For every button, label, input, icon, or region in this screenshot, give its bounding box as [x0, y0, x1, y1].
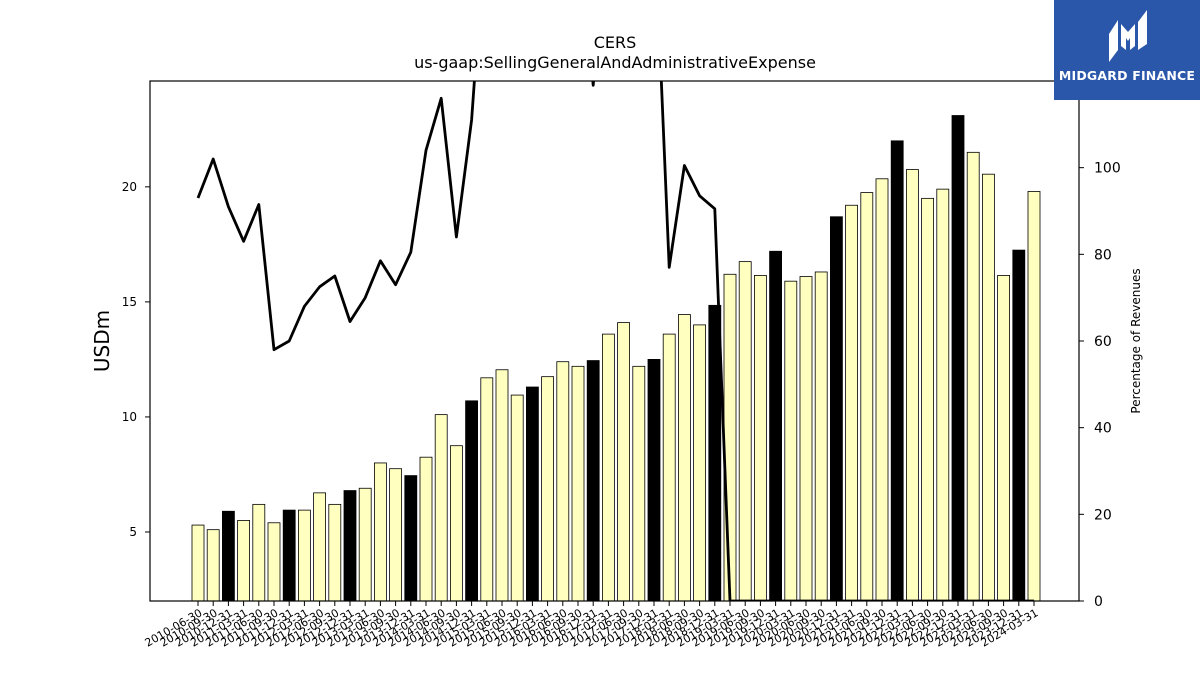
bar-2011-06-30	[252, 503, 266, 601]
bar-2020-06-30	[799, 276, 813, 601]
bar-2023-09-30	[997, 275, 1010, 601]
bar-2012-09-30	[328, 503, 342, 601]
bar-2011-03-31	[237, 520, 251, 601]
bar-2016-03-31	[541, 376, 554, 601]
y-tick-label: 5	[129, 525, 137, 539]
bar-2013-12-31	[404, 475, 418, 601]
midgard-logo-icon	[1109, 10, 1147, 62]
y2-tick-label: 40	[1094, 421, 1112, 437]
y-tick-label: 15	[122, 295, 137, 309]
bar-2015-03-31	[480, 377, 494, 601]
bar-2019-06-30	[738, 261, 752, 601]
y2-tick-label: 60	[1094, 334, 1112, 350]
bar-2019-09-30	[754, 275, 767, 601]
percentage-line-series	[196, 81, 1034, 601]
y2-tick-label: 80	[1094, 247, 1112, 263]
bar-2018-12-31	[708, 304, 722, 601]
bar-2020-12-31	[830, 216, 843, 601]
brand-logo: MIDGARD FINANCE	[1054, 0, 1200, 100]
bar-2013-09-30	[389, 468, 403, 601]
bar-2015-06-30	[495, 369, 509, 601]
bar-2020-03-31	[784, 280, 798, 601]
y-axis-label: USDm	[90, 310, 114, 372]
bar-2017-12-31	[647, 359, 661, 601]
bar-2021-06-30	[860, 192, 874, 601]
bar-2014-12-31	[465, 400, 479, 601]
y-axis-right: 0 20 40 60 80 100	[1079, 161, 1121, 610]
bar-2019-03-31	[723, 273, 737, 601]
y2-tick-label: 20	[1094, 507, 1112, 523]
y2-axis-label: Percentage of Revenues	[1129, 268, 1143, 413]
bar-2014-09-30	[449, 445, 463, 601]
bar-2020-09-30	[814, 271, 828, 601]
y2-tick-label: 100	[1094, 161, 1121, 177]
bar-2023-03-31	[966, 151, 980, 601]
bar-2017-03-31	[602, 333, 615, 601]
bar-2022-09-30	[936, 188, 950, 601]
bar-2012-06-30	[313, 492, 327, 601]
bar-2010-12-31	[221, 510, 235, 601]
bar-2021-03-31	[845, 204, 858, 601]
bar-2022-12-31	[951, 115, 965, 601]
bar-2018-06-30	[678, 314, 691, 601]
bar-2021-09-30	[875, 178, 889, 601]
bar-2012-03-31	[297, 509, 311, 601]
brand-name: MIDGARD FINANCE	[1058, 68, 1196, 83]
bar-2015-09-30	[510, 394, 524, 601]
x-axis: 2010-06-302010-09-302010-12-312011-03-31…	[143, 601, 1041, 650]
chart-title: CERS	[594, 33, 637, 52]
y-axis-left: 5 10 15 20	[122, 180, 150, 539]
bar-2013-03-31	[358, 487, 372, 601]
bar-2016-09-30	[571, 365, 585, 601]
bar-2011-12-31	[282, 509, 296, 601]
bar-2022-03-31	[906, 169, 919, 601]
bar-2011-09-30	[267, 522, 281, 601]
bar-2023-06-30	[982, 173, 995, 601]
bar-2018-03-31	[662, 333, 676, 601]
bar-2013-06-30	[373, 462, 387, 601]
bar-2012-12-31	[343, 490, 357, 601]
bar-2014-06-30	[434, 414, 448, 601]
percentage-line	[196, 81, 1034, 601]
bar-2021-12-31	[890, 140, 904, 601]
bar-2016-12-31	[586, 360, 600, 601]
bar-2017-06-30	[617, 322, 630, 601]
chart-subtitle: us-gaap:SellingGeneralAndAdministrativeE…	[414, 53, 816, 72]
bar-2010-09-30	[206, 529, 220, 601]
bar-2015-12-31	[526, 386, 539, 601]
bar-2018-09-30	[693, 324, 706, 601]
bar-series	[191, 115, 1041, 601]
y2-tick-label: 0	[1094, 594, 1103, 610]
bar-2022-06-30	[921, 197, 934, 601]
bar-2014-03-31	[419, 456, 433, 601]
bar-2017-09-30	[632, 365, 646, 601]
y-tick-label: 10	[122, 410, 137, 424]
bar-2010-06-30	[191, 524, 205, 601]
bar-2023-12-31	[1012, 249, 1026, 601]
bar-2024-03-31	[1027, 191, 1041, 601]
y-tick-label: 20	[122, 180, 137, 194]
bar-2019-12-31	[769, 250, 782, 601]
bar-2016-06-30	[556, 361, 570, 601]
